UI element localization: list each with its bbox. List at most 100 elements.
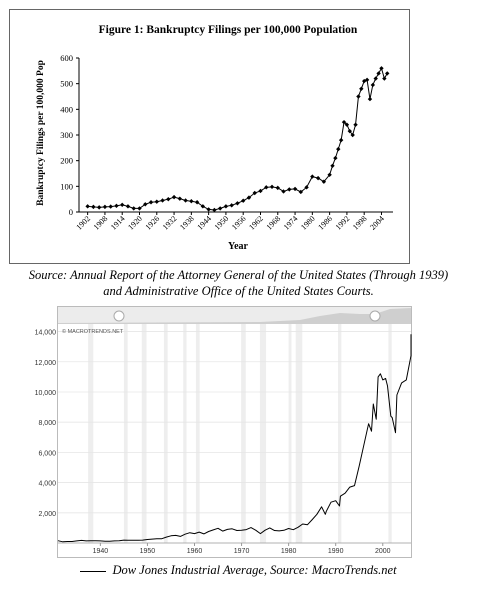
data-point	[154, 199, 159, 204]
data-point	[350, 132, 355, 138]
recession-band	[295, 324, 303, 543]
data-point	[137, 206, 142, 211]
y-tick-label: 500	[60, 79, 73, 89]
recession-band	[338, 324, 342, 543]
recession-band	[288, 324, 292, 543]
chart-frame	[9, 9, 410, 264]
data-point	[102, 204, 108, 210]
data-point	[125, 204, 131, 209]
y-tick-label: 600	[60, 53, 73, 63]
y-tick-label: 8,000	[38, 420, 56, 427]
x-axis-label: Year	[228, 241, 249, 252]
data-point	[287, 187, 292, 192]
data-point	[252, 190, 257, 196]
y-tick-label: 100	[60, 181, 73, 191]
legend: Dow Jones Industrial Average, Source: Ma…	[0, 563, 477, 578]
dow-series	[57, 334, 412, 543]
data-point	[258, 188, 263, 194]
data-point	[336, 146, 341, 152]
legend-line-swatch	[80, 570, 107, 572]
recession-band	[141, 324, 147, 543]
data-point	[275, 185, 280, 191]
data-point	[385, 71, 390, 76]
navigator-handle-right[interactable]	[369, 310, 381, 322]
data-point	[148, 200, 154, 205]
y-tick-label: 400	[60, 104, 73, 114]
x-tick-label: 1990	[328, 548, 344, 555]
data-point	[382, 76, 387, 81]
recession-band	[163, 324, 168, 543]
y-tick-label: 14,000	[35, 330, 57, 337]
data-point	[359, 86, 364, 91]
data-point	[114, 203, 119, 209]
data-point	[379, 66, 384, 71]
data-point	[298, 189, 304, 195]
recession-band	[195, 324, 200, 543]
recession-band	[241, 324, 246, 543]
data-point	[91, 204, 96, 210]
data-point	[241, 198, 246, 203]
data-point	[344, 122, 350, 127]
data-point	[292, 186, 298, 192]
data-point	[246, 195, 252, 200]
navigator-mini-line	[58, 308, 411, 324]
data-point	[370, 82, 376, 88]
data-point	[269, 184, 275, 190]
dow-line	[57, 334, 412, 543]
data-point	[376, 71, 381, 76]
legend-text: Dow Jones Industrial Average, Source: Ma…	[112, 563, 397, 577]
y-tick-label: 6,000	[38, 450, 56, 457]
navigator-handle-left[interactable]	[113, 310, 125, 322]
y-tick-label: 0	[69, 207, 73, 217]
y-tick-label: 2,000	[38, 511, 56, 518]
source-caption: Source: Annual Report of the Attorney Ge…	[0, 267, 477, 299]
data-point	[341, 119, 347, 125]
recession-bands	[88, 324, 392, 543]
data-point	[223, 204, 229, 209]
recession-band	[183, 324, 187, 543]
y-tick-label: 200	[60, 156, 73, 166]
data-point	[217, 206, 223, 211]
source-watermark: © MACROTRENDS.NET	[62, 328, 124, 335]
data-point	[189, 199, 194, 204]
y-tick-label: 4,000	[38, 481, 56, 488]
chart-title: Figure 1: Bankruptcy Filings per 100,000…	[99, 24, 358, 36]
data-point	[327, 172, 332, 177]
recession-band	[88, 324, 94, 543]
data-point	[281, 189, 286, 194]
data-point	[120, 202, 125, 208]
y-tick-label: 10,000	[35, 390, 57, 397]
chart-axes	[76, 57, 393, 215]
data-point	[235, 201, 240, 206]
data-point	[108, 204, 113, 209]
source-line-2: and Administrative Office of the United …	[103, 284, 374, 298]
data-point	[160, 198, 165, 203]
recession-band	[123, 324, 128, 543]
data-point	[85, 204, 90, 209]
data-point	[212, 207, 217, 213]
chart2-tick-labels: 2,000 4,000 6,000 8,000 10,000 12,000 14,000 19…	[35, 330, 391, 555]
grid-lines	[58, 331, 411, 546]
data-point	[171, 194, 177, 200]
recession-band	[259, 324, 267, 543]
data-point	[338, 137, 344, 143]
x-tick-label: 1980	[281, 548, 297, 555]
y-axis-label: Bankruptcy Filings per 100,000 Pop	[36, 60, 46, 206]
data-point	[321, 179, 327, 184]
data-point	[353, 122, 358, 127]
data-point	[183, 198, 188, 203]
data-point	[330, 163, 335, 168]
y-tick-label: 300	[60, 130, 73, 140]
bankruptcy-series	[85, 66, 390, 213]
data-point	[166, 196, 171, 202]
source-line-1: Source: Annual Report of the Attorney Ge…	[28, 268, 449, 282]
data-point	[206, 207, 211, 212]
x-tick-label: 1940	[93, 548, 109, 555]
x-tick-label: 1970	[234, 548, 250, 555]
data-point	[194, 200, 200, 205]
x-tick-label: 2000	[375, 548, 391, 555]
data-point	[333, 155, 338, 161]
data-point	[364, 77, 370, 83]
x-tick-label: 1960	[187, 548, 203, 555]
data-point	[96, 205, 102, 210]
